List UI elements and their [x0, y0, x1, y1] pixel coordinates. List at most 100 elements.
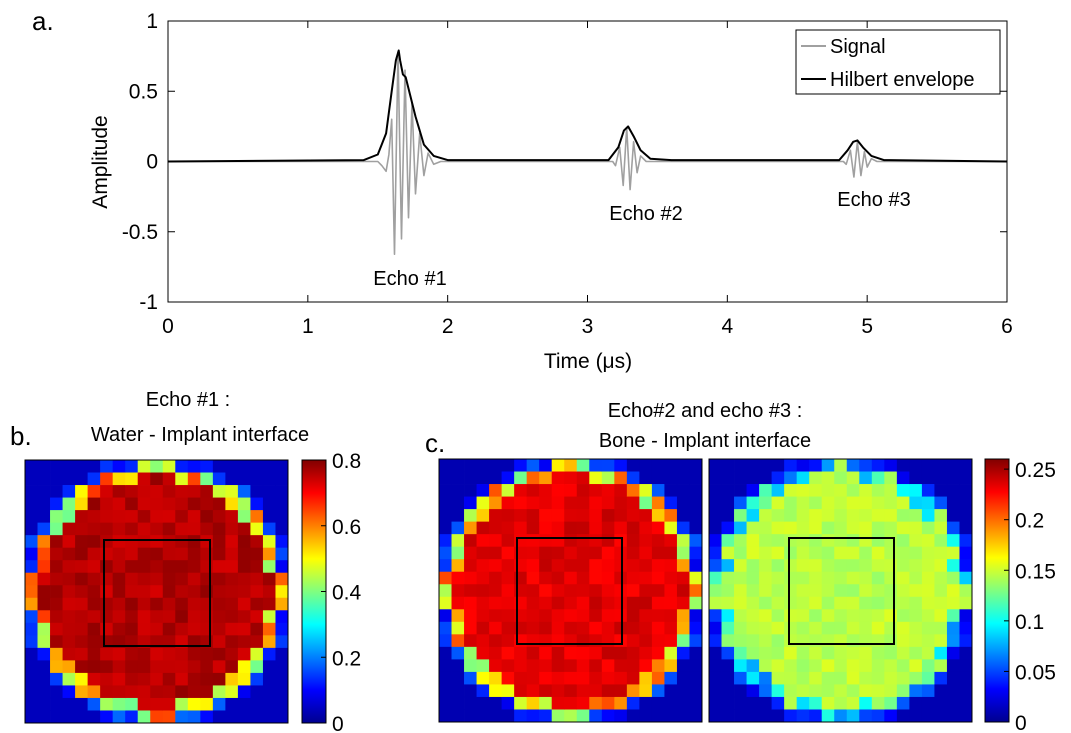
heatmap-cell: [664, 609, 678, 623]
heatmap-cell: [746, 696, 760, 710]
heatmap-cell: [501, 509, 515, 523]
heatmap-cell: [721, 571, 735, 585]
heatmap-cell: [734, 609, 747, 623]
heatmap-cell: [896, 546, 910, 560]
heatmap-cell: [759, 621, 773, 635]
heatmap-cell: [539, 634, 553, 648]
heatmap-cell: [212, 560, 226, 574]
heatmap-cell: [676, 634, 690, 648]
heatmap-cell: [451, 659, 465, 673]
heatmap-cell: [576, 671, 590, 685]
heatmap-cell: [250, 510, 264, 524]
heatmap-cell: [37, 460, 51, 473]
heatmap-cell: [884, 671, 898, 685]
heatmap-cell: [225, 647, 239, 661]
heatmap-cell: [651, 659, 665, 673]
heatmap-cell: [50, 485, 63, 498]
heatmap-cell: [526, 584, 540, 598]
heatmap-cell: [501, 559, 515, 573]
heatmap-cell: [476, 559, 490, 573]
heatmap-cell: [896, 509, 910, 523]
heatmap-cell: [489, 596, 503, 610]
heatmap-cell: [689, 684, 703, 698]
heatmap-cell: [187, 647, 201, 661]
heatmap-cell: [564, 709, 578, 723]
heatmap-cell: [150, 472, 164, 486]
heatmap-cell: [37, 697, 51, 711]
heatmap-cell: [734, 571, 747, 585]
x-tick-label: 1: [302, 315, 314, 338]
heatmap-cell: [275, 472, 289, 486]
heatmap-cell: [651, 596, 665, 610]
heatmap-cell: [859, 521, 873, 535]
heatmap-cell: [489, 584, 503, 598]
heatmap-cell: [784, 509, 798, 523]
heatmap-cell: [539, 696, 553, 710]
heatmap-cell: [212, 472, 226, 486]
colorbar-tick-label: 0.6: [332, 516, 361, 539]
heatmap-cell: [721, 496, 735, 510]
heatmap-cell: [476, 634, 490, 648]
heatmap-cell: [784, 696, 798, 710]
heatmap-cell: [237, 472, 251, 486]
y-tick-label: -1: [139, 291, 158, 314]
panel-c-title-line-1: Echo#2 and echo #3 :: [608, 400, 803, 422]
heatmap-cell: [796, 696, 810, 710]
heatmap-cell: [150, 547, 164, 561]
heatmap-cell: [859, 634, 873, 648]
heatmap-cell: [564, 696, 578, 710]
heatmap-cell: [709, 459, 722, 472]
heatmap-cell: [721, 484, 735, 497]
heatmap-cell: [746, 709, 760, 723]
heatmap-cell: [809, 509, 823, 523]
heatmap-cell: [50, 685, 63, 699]
heatmap-cell: [664, 621, 678, 635]
heatmap-cell: [125, 460, 139, 473]
panel-a-series: [167, 49, 1008, 255]
heatmap-cell: [514, 684, 528, 698]
heatmap-cell: [476, 696, 490, 710]
heatmap-cell: [946, 596, 960, 610]
heatmap-cell: [212, 597, 226, 611]
heatmap-cell: [476, 584, 490, 598]
heatmap-cell: [884, 584, 898, 598]
heatmap-cell: [87, 535, 101, 549]
heatmap-cell: [489, 459, 503, 472]
heatmap-cell: [150, 460, 164, 473]
heatmap-cell: [639, 671, 653, 685]
heatmap-cell: [771, 621, 785, 635]
heatmap-cell: [564, 509, 578, 523]
heatmap-cell: [125, 610, 139, 624]
heatmap-cell: [921, 559, 935, 573]
heatmap-cell: [225, 610, 239, 624]
heatmap-cell: [564, 584, 578, 598]
heatmap-cell: [100, 485, 114, 498]
heatmap-cell: [946, 509, 960, 523]
heatmap-cell: [639, 571, 653, 585]
heatmap-cell: [689, 496, 703, 510]
heatmap-cell: [162, 510, 176, 524]
heatmap-cell: [87, 610, 101, 624]
heatmap-cell: [87, 472, 101, 486]
heatmap-cell: [871, 459, 885, 472]
heatmap-cell: [784, 546, 798, 560]
heatmap-cell: [250, 560, 264, 574]
heatmap-cell: [746, 546, 760, 560]
heatmap-cell: [100, 522, 114, 536]
heatmap-cell: [451, 496, 465, 510]
heatmap-cell: [721, 546, 735, 560]
heatmap-cell: [250, 610, 264, 624]
heatmap-cell: [464, 671, 477, 685]
heatmap-cell: [809, 659, 823, 673]
heatmap-cell: [225, 460, 239, 473]
heatmap-cell: [601, 521, 615, 535]
heatmap-cell: [721, 696, 735, 710]
heatmap-cell: [626, 471, 640, 485]
heatmap-cell: [175, 510, 189, 524]
heatmap-cell: [771, 671, 785, 685]
colorbar-tick-label: 0.2: [1015, 510, 1044, 533]
heatmap-cell: [576, 459, 590, 472]
heatmap-cell: [551, 559, 565, 573]
heatmap-cell: [959, 696, 973, 710]
heatmap-cell: [50, 585, 63, 599]
